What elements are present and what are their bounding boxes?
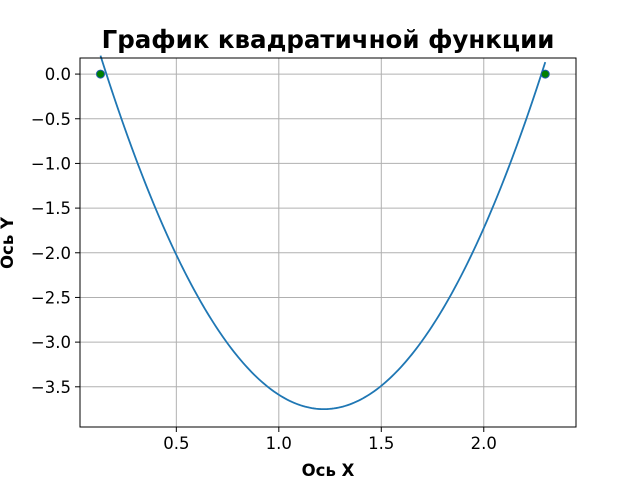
- x-tick-label: 2.0: [471, 434, 497, 453]
- data-point: [95, 69, 105, 79]
- x-axis-label: Ось X: [302, 461, 355, 480]
- x-axis: 0.5 1.0 1.5 2.0: [163, 427, 497, 453]
- grid: [80, 58, 576, 427]
- y-tick-label: 0.0: [45, 65, 71, 84]
- plot-frame: [79, 57, 577, 428]
- y-tick-label: −1.0: [31, 154, 71, 173]
- y-axis: 0.0 −0.5 −1.0 −1.5 −2.0 −2.5 −3.0 −3.5: [31, 65, 80, 397]
- series-line: [99, 55, 547, 411]
- y-tick-label: −3.0: [31, 333, 71, 352]
- y-tick-label: −0.5: [31, 110, 71, 129]
- y-tick-label: −2.5: [31, 288, 71, 307]
- data-point: [540, 69, 550, 79]
- x-tick-label: 0.5: [163, 434, 189, 453]
- plot-area: [95, 55, 550, 411]
- x-tick-label: 1.5: [368, 434, 394, 453]
- chart-title: График квадратичной функции: [102, 25, 555, 54]
- y-axis-label: Ось Y: [0, 216, 17, 269]
- x-tick-label: 1.0: [266, 434, 292, 453]
- y-tick-label: −2.0: [31, 244, 71, 263]
- y-tick-label: −1.5: [31, 199, 71, 218]
- y-tick-label: −3.5: [31, 378, 71, 397]
